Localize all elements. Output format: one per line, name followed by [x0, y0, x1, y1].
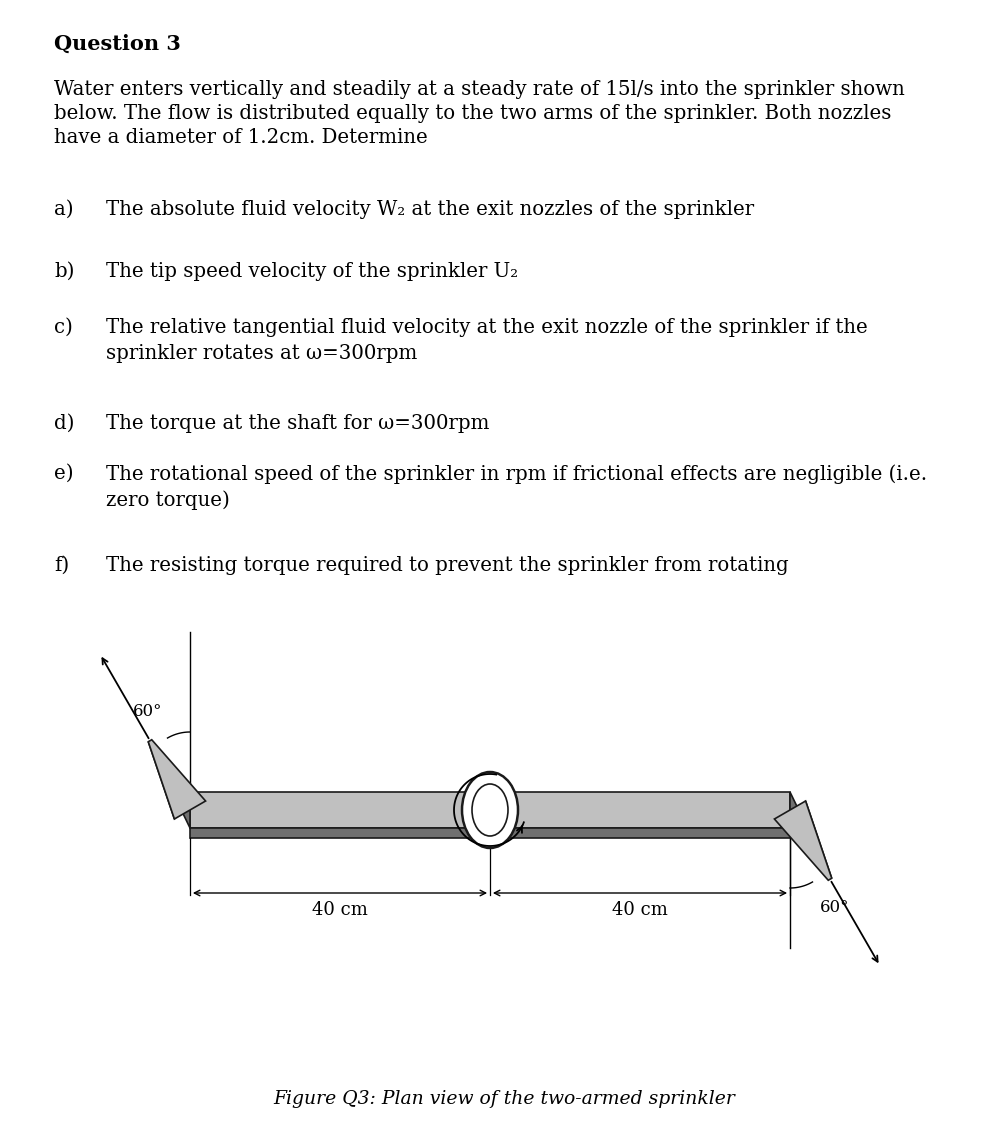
Text: The relative tangential fluid velocity at the exit nozzle of the sprinkler if th: The relative tangential fluid velocity a… [106, 317, 868, 337]
Text: 40 cm: 40 cm [312, 901, 368, 919]
Text: sprinkler rotates at ω=300rpm: sprinkler rotates at ω=300rpm [106, 344, 417, 363]
Polygon shape [490, 793, 790, 828]
Text: 40 cm: 40 cm [612, 901, 668, 919]
Text: Figure Q3: Plan view of the two-armed sprinkler: Figure Q3: Plan view of the two-armed sp… [273, 1089, 735, 1108]
Text: zero torque): zero torque) [106, 490, 230, 509]
Text: 60°: 60° [821, 900, 850, 917]
Text: c): c) [54, 317, 73, 337]
Text: The torque at the shaft for ω=300rpm: The torque at the shaft for ω=300rpm [106, 415, 489, 433]
Text: d): d) [54, 415, 75, 433]
Polygon shape [190, 828, 790, 838]
Ellipse shape [462, 772, 518, 849]
Text: Question 3: Question 3 [54, 34, 180, 54]
Text: b): b) [54, 262, 75, 281]
Polygon shape [148, 740, 206, 819]
Text: The rotational speed of the sprinkler in rpm if frictional effects are negligibl: The rotational speed of the sprinkler in… [106, 464, 927, 484]
Polygon shape [148, 741, 190, 828]
Text: have a diameter of 1.2cm. Determine: have a diameter of 1.2cm. Determine [54, 128, 427, 147]
Text: The tip speed velocity of the sprinkler U₂: The tip speed velocity of the sprinkler … [106, 262, 518, 281]
Text: below. The flow is distributed equally to the two arms of the sprinkler. Both no: below. The flow is distributed equally t… [54, 104, 891, 123]
Polygon shape [790, 793, 832, 878]
Text: a): a) [54, 200, 74, 219]
Ellipse shape [472, 785, 508, 836]
Polygon shape [190, 793, 490, 828]
Polygon shape [774, 801, 832, 880]
Text: f): f) [54, 556, 70, 576]
Text: Water enters vertically and steadily at a steady rate of 15l/s into the sprinkle: Water enters vertically and steadily at … [54, 80, 905, 99]
Text: The absolute fluid velocity W₂ at the exit nozzles of the sprinkler: The absolute fluid velocity W₂ at the ex… [106, 200, 754, 219]
Text: 60°: 60° [133, 703, 162, 721]
Text: The resisting torque required to prevent the sprinkler from rotating: The resisting torque required to prevent… [106, 556, 788, 576]
Text: e): e) [54, 464, 74, 483]
